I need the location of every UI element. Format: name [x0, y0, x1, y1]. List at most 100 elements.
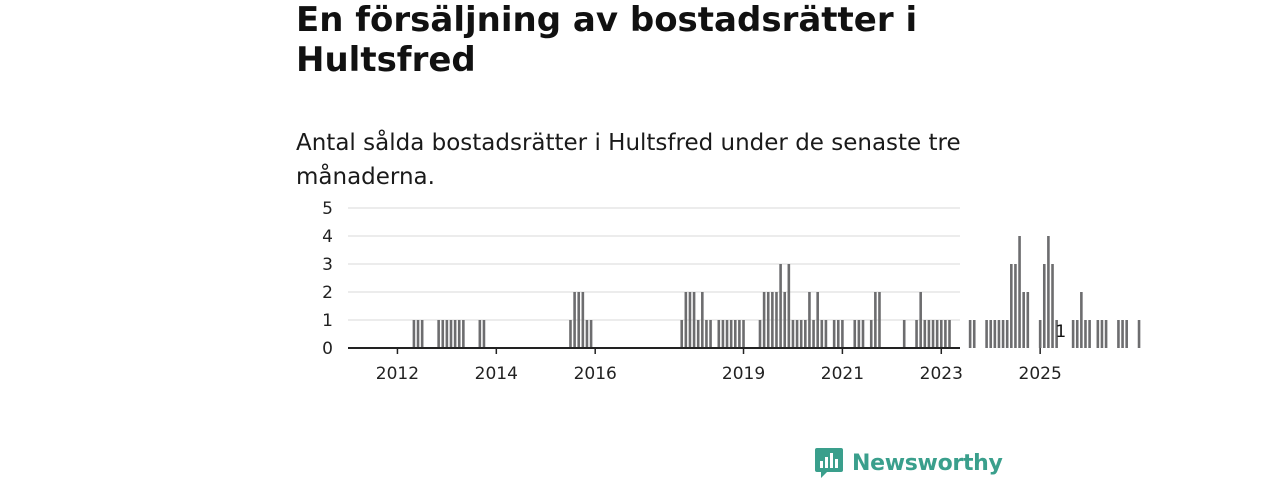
- bar: [1088, 320, 1091, 348]
- bar: [795, 320, 799, 348]
- bar: [927, 320, 931, 348]
- x-tick-label: 2023: [920, 364, 963, 384]
- bar: [836, 320, 840, 348]
- bar: [799, 320, 803, 348]
- bar: [804, 320, 807, 348]
- bar-chart: 0 1 2 3 4 5 2012 2014 2016 2019 2021 2023 2025 1: [322, 199, 1141, 384]
- bar: [725, 320, 729, 348]
- bar: [816, 292, 819, 348]
- brand-logo: Newsworthy: [814, 446, 1003, 480]
- brand-name: Newsworthy: [852, 450, 1003, 476]
- bar: [948, 320, 951, 348]
- bar: [1042, 264, 1046, 348]
- bar: [1137, 320, 1141, 348]
- bar: [841, 320, 844, 348]
- bar: [931, 320, 935, 348]
- bar: [985, 320, 988, 348]
- bar: [762, 292, 766, 348]
- bar: [721, 320, 725, 348]
- data-label: 1: [1055, 322, 1066, 342]
- bar: [935, 320, 939, 348]
- y-tick-label: 2: [322, 283, 333, 303]
- bar: [1051, 264, 1054, 348]
- bar: [758, 320, 762, 348]
- bar: [449, 320, 453, 348]
- x-tick-label: 2014: [475, 364, 518, 384]
- bar: [684, 292, 688, 348]
- bar: [1096, 320, 1100, 348]
- bar: [779, 264, 782, 348]
- x-tick-label: 2012: [376, 364, 419, 384]
- bar: [853, 320, 857, 348]
- bar: [696, 320, 700, 348]
- bar: [993, 320, 997, 348]
- bar: [939, 320, 943, 348]
- bar: [869, 320, 873, 348]
- bar: [701, 292, 704, 348]
- bar: [771, 292, 774, 348]
- bar: [482, 320, 486, 348]
- bar: [738, 320, 741, 348]
- bar: [478, 320, 482, 348]
- bar: [437, 320, 440, 348]
- bar: [878, 292, 881, 348]
- bar: [1038, 320, 1042, 348]
- bar: [857, 320, 861, 348]
- x-tick-label: 2021: [821, 364, 864, 384]
- bar: [972, 320, 976, 348]
- bar: [733, 320, 737, 348]
- bar: [1014, 264, 1017, 348]
- chart-subtitle: Antal sålda bostadsrätter i Hultsfred un…: [296, 130, 961, 190]
- bar: [824, 320, 828, 348]
- y-tick-label: 3: [322, 255, 333, 275]
- bar: [692, 292, 696, 348]
- x-tick-label: 2025: [1019, 364, 1062, 384]
- bar: [441, 320, 445, 348]
- bar: [902, 320, 906, 348]
- bar: [462, 320, 465, 348]
- bar: [581, 292, 585, 348]
- bar: [783, 292, 787, 348]
- bar: [820, 320, 824, 348]
- bar: [1018, 236, 1021, 348]
- bar: [989, 320, 993, 348]
- bar: [1121, 320, 1124, 348]
- x-tick-label: 2016: [574, 364, 617, 384]
- bar: [585, 320, 589, 348]
- bar: [832, 320, 836, 348]
- bar: [1047, 236, 1050, 348]
- bar: [569, 320, 572, 348]
- bar: [915, 320, 918, 348]
- bar: [420, 320, 424, 348]
- bar: [874, 292, 877, 348]
- bar: [453, 320, 457, 348]
- bar: [1055, 320, 1058, 348]
- newsworthy-logo-icon: [815, 448, 843, 478]
- x-tick-label: 2019: [722, 364, 765, 384]
- bar: [589, 320, 593, 348]
- bar: [709, 320, 712, 348]
- bar: [573, 292, 576, 348]
- bar: [968, 320, 972, 348]
- bar: [457, 320, 461, 348]
- bar: [445, 320, 449, 348]
- bar: [416, 320, 420, 348]
- bar: [1026, 292, 1030, 348]
- bar: [923, 320, 927, 348]
- bar: [577, 292, 581, 348]
- bar: [766, 292, 770, 348]
- bar: [944, 320, 947, 348]
- bar: [412, 320, 416, 348]
- bar: [861, 320, 865, 348]
- bar: [717, 320, 721, 348]
- bar: [729, 320, 733, 348]
- bar: [1125, 320, 1128, 348]
- bar: [688, 292, 692, 348]
- bar: [1084, 320, 1087, 348]
- y-tick-label: 5: [322, 199, 333, 219]
- bar: [808, 292, 811, 348]
- bar: [1022, 292, 1025, 348]
- y-tick-label: 1: [322, 311, 333, 331]
- bar: [1080, 292, 1083, 348]
- bar: [1104, 320, 1108, 348]
